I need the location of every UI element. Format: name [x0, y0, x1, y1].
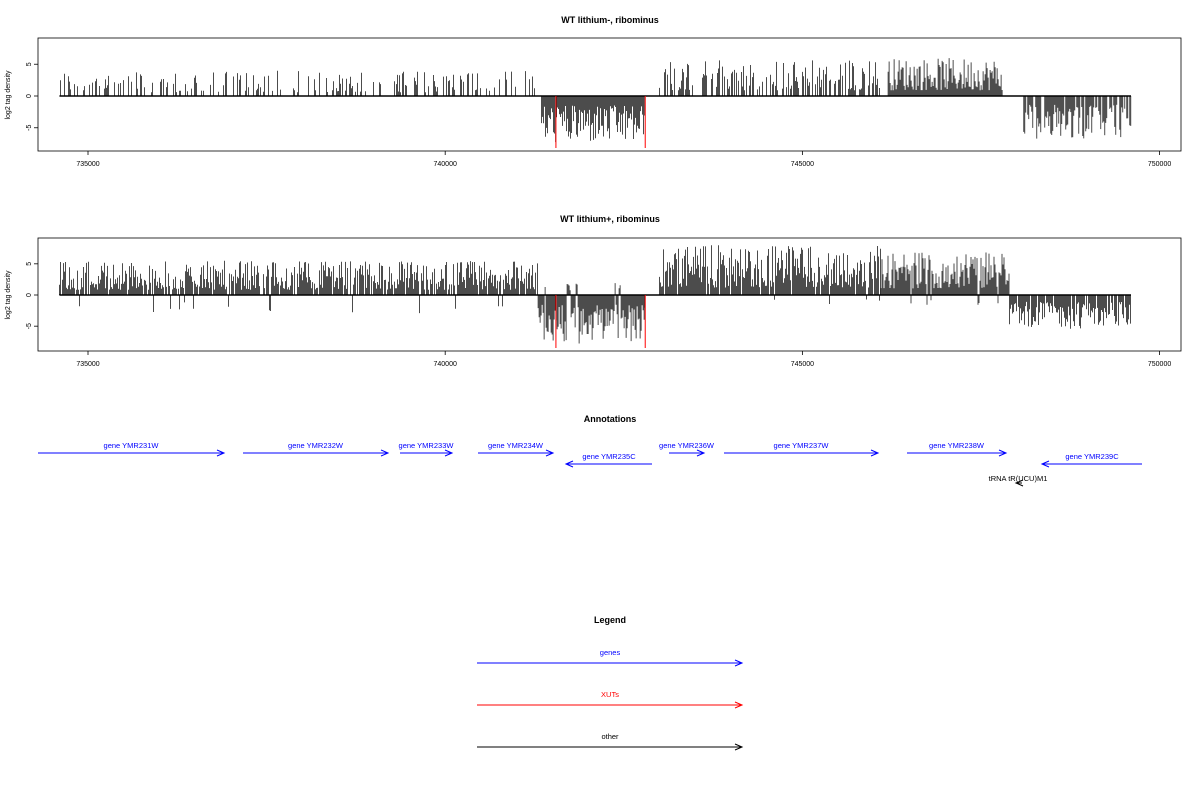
y-tick-label: 0 [26, 94, 33, 98]
feature-label: gene YMR234W [488, 441, 544, 450]
arrowhead [734, 659, 744, 667]
annotation-feature: gene YMR231W [38, 441, 226, 457]
arrowhead [870, 449, 880, 457]
annotation-feature: gene YMR239C [1040, 452, 1142, 468]
annotation-feature: gene YMR235C [564, 452, 652, 468]
chart-title: WT lithium+, ribominus [560, 214, 660, 224]
density-bars [59, 245, 1131, 344]
arrowhead [380, 449, 390, 457]
y-tick-label: 5 [26, 62, 33, 66]
plot-frame [37, 237, 1182, 352]
x-tick-label: 740000 [434, 361, 457, 368]
arrowhead [1014, 479, 1024, 487]
y-tick-label: -5 [26, 323, 33, 329]
y-axis-label: log2 tag density [5, 70, 12, 120]
arrowhead [1040, 460, 1050, 468]
annotations-track: Annotations gene YMR231W gene YMR232W gene… [38, 414, 1142, 487]
arrowhead [564, 460, 574, 468]
feature-label: gene YMR239C [1065, 452, 1119, 461]
legend-item-label: genes [600, 648, 621, 657]
x-tick-label: 750000 [1148, 161, 1171, 168]
annotation-feature: gene YMR236W [659, 441, 715, 457]
chart-panel-lithium-plus: WT lithium+, ribominus log2 tag density … [5, 214, 1182, 368]
arrowhead [545, 449, 555, 457]
feature-label: tRNA tR(UCU)M1 [989, 474, 1048, 483]
x-tick-label: 745000 [791, 161, 814, 168]
y-tick-label: -5 [26, 125, 33, 131]
x-tick-label: 745000 [791, 361, 814, 368]
annotation-feature: gene YMR233W [399, 441, 455, 457]
feature-label: gene YMR232W [288, 441, 344, 450]
arrowhead [734, 701, 744, 709]
legend-item-label: other [601, 732, 619, 741]
annotation-feature: gene YMR237W [724, 441, 880, 457]
plot-frame [37, 37, 1182, 152]
legend-item-label: XUTs [601, 690, 619, 699]
arrowhead [998, 449, 1008, 457]
chart-title: WT lithium-, ribominus [561, 15, 659, 25]
feature-label: gene YMR237W [774, 441, 830, 450]
y-tick-label: 5 [26, 262, 33, 266]
feature-label: gene YMR236W [659, 441, 715, 450]
annotation-feature: gene YMR234W [478, 441, 555, 457]
arrowhead [216, 449, 226, 457]
arrowhead [734, 743, 744, 751]
annotations-title: Annotations [584, 414, 637, 424]
feature-label: gene YMR235C [582, 452, 636, 461]
annotation-feature: gene YMR238W [907, 441, 1008, 457]
feature-label: gene YMR238W [929, 441, 985, 450]
x-tick-label: 735000 [76, 361, 99, 368]
legend-title: Legend [594, 615, 626, 625]
arrowhead [696, 449, 706, 457]
annotation-feature: gene YMR232W [243, 441, 390, 457]
legend: Legend genes XUTs other [477, 615, 744, 751]
annotation-feature: tRNA tR(UCU)M1 [989, 474, 1048, 487]
x-tick-label: 735000 [76, 161, 99, 168]
legend-item: genes [477, 648, 744, 667]
chart-panel-lithium-minus: WT lithium-, ribominus log2 tag density … [5, 15, 1182, 168]
arrowhead [444, 449, 454, 457]
x-tick-label: 750000 [1148, 361, 1171, 368]
legend-item: other [477, 732, 744, 751]
y-tick-label: 0 [26, 293, 33, 297]
feature-label: gene YMR233W [399, 441, 455, 450]
legend-item: XUTs [477, 690, 744, 709]
density-bars [60, 58, 1132, 143]
y-axis-label: log2 tag density [5, 270, 12, 320]
feature-label: gene YMR231W [104, 441, 160, 450]
x-tick-label: 740000 [434, 161, 457, 168]
